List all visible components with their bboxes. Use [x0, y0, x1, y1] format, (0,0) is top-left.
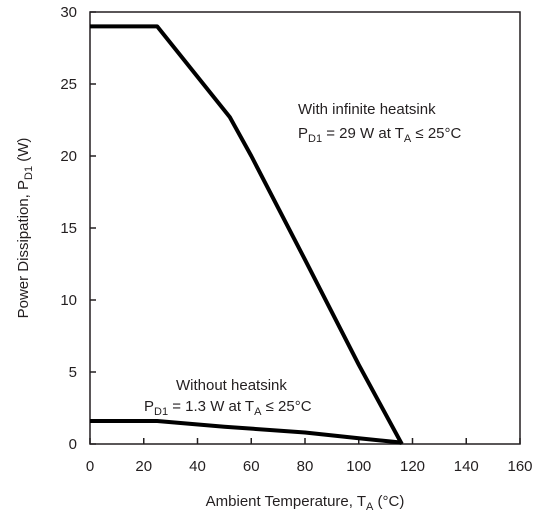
- x-axis-title: Ambient Temperature, TA (°C): [206, 493, 405, 513]
- x-tick-label: 40: [189, 458, 206, 475]
- y-axis-title: Power Dissipation, PD1 (W): [15, 138, 35, 319]
- y-tick-label: 5: [69, 364, 77, 381]
- series-no-heatsink-line: [90, 419, 403, 445]
- x-tick-label: 80: [297, 458, 314, 475]
- annotation-infinite-heatsink-line1: With infinite heatsink: [298, 101, 436, 118]
- y-tick-label: 20: [60, 148, 77, 165]
- x-tick-label: 20: [135, 458, 152, 475]
- x-tick-label: 160: [507, 458, 532, 475]
- y-tick-label: 25: [60, 76, 77, 93]
- y-tick-label: 30: [60, 4, 77, 21]
- annotation-without-heatsink-line1: Without heatsink: [176, 377, 287, 394]
- y-tick-label: 0: [69, 436, 77, 453]
- plot-frame: [89, 11, 521, 445]
- x-tick-label: 100: [346, 458, 371, 475]
- annotation-without-heatsink-line2: PD1 = 1.3 W at TA ≤ 25°C: [144, 398, 312, 418]
- series-group: [90, 24, 404, 445]
- series-infinite-heatsink-line: [90, 24, 404, 445]
- x-tick-label: 140: [454, 458, 479, 475]
- y-tick-label: 15: [60, 220, 77, 237]
- y-tick-label: 10: [60, 292, 77, 309]
- annotation-infinite-heatsink-line2: PD1 = 29 W at TA ≤ 25°C: [298, 125, 462, 145]
- axis-ticks: 0 20 40 60 80 100 120 140 160 0 5 10 15 20 25 30: [60, 4, 532, 475]
- x-tick-label: 120: [400, 458, 425, 475]
- x-tick-label: 60: [243, 458, 260, 475]
- x-tick-label: 0: [86, 458, 94, 475]
